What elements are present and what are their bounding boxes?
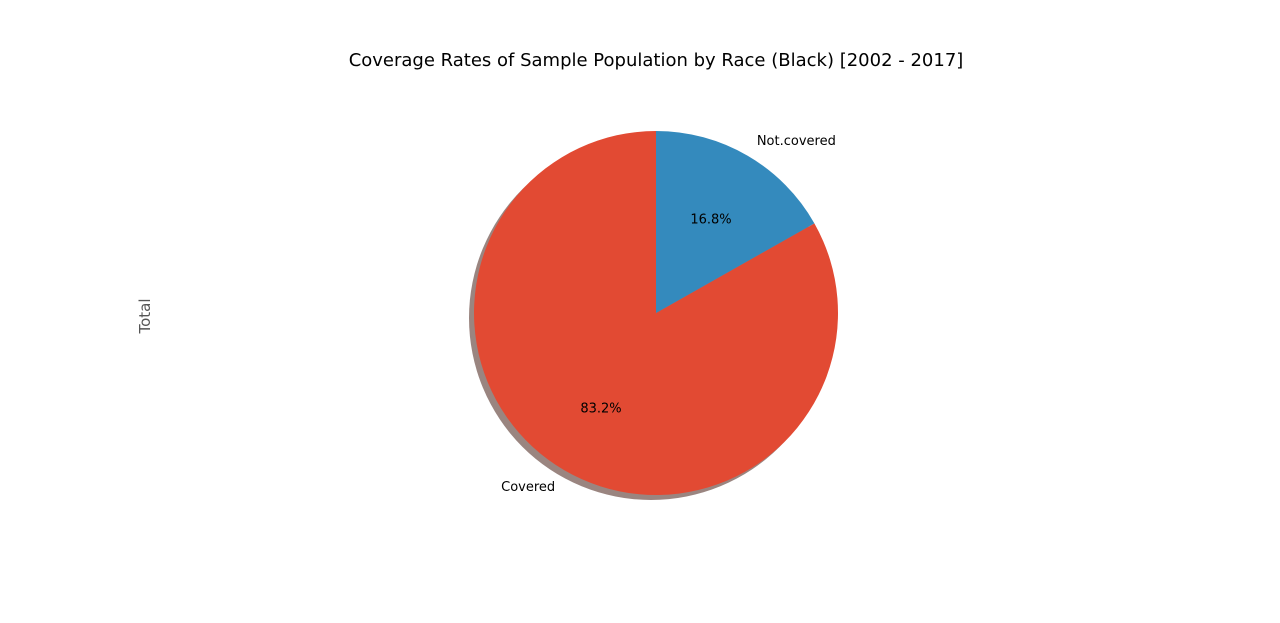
slice-percent-label: 16.8% (690, 213, 731, 228)
pie-slices (474, 131, 838, 495)
slice-label: Covered (501, 480, 555, 495)
chart-title: Coverage Rates of Sample Population by R… (349, 50, 964, 71)
y-axis-label: Total (136, 298, 154, 334)
pie-slice-not-covered (656, 131, 815, 313)
slice-percent-label: 83.2% (580, 401, 621, 416)
slice-label: Not.covered (757, 134, 836, 149)
pie-labels: Covered 83.2% Not.covered 16.8% (501, 134, 836, 495)
